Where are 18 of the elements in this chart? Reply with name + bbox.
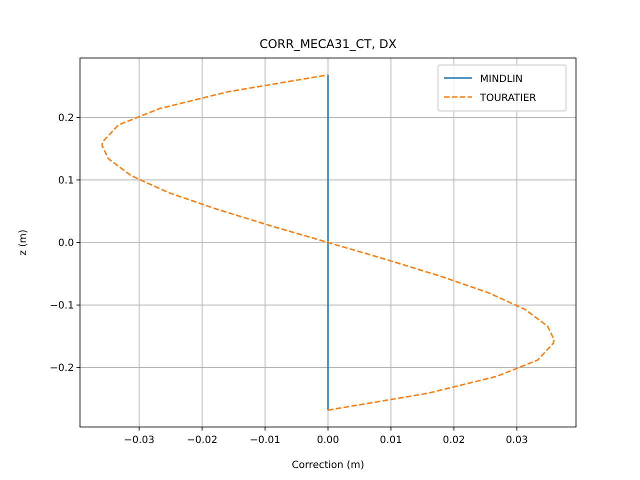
x-tick-label: 0.03 [506,435,528,446]
y-tick-label: 0.0 [58,238,74,249]
x-tick-label: −0.01 [250,435,280,446]
legend-label: MINDLIN [480,74,523,85]
x-axis-title: Correction (m) [292,460,364,471]
y-tick-label: 0.1 [58,175,74,186]
y-tick-label: −0.2 [50,363,74,374]
x-tick-label: 0.00 [316,435,340,446]
x-tick-label: −0.02 [186,435,218,446]
chart-title: CORR_MECA31_CT, DX [259,37,397,51]
legend-label: TOURATIER [479,93,536,104]
y-tick-label: −0.1 [50,300,74,312]
x-tick-label: 0.02 [442,435,466,446]
x-tick-label: −0.03 [124,435,154,446]
x-tick-label: 0.01 [380,435,402,446]
y-axis-title: z (m) [18,229,29,256]
y-tick-label: 0.2 [58,112,74,124]
line-series [101,74,555,411]
